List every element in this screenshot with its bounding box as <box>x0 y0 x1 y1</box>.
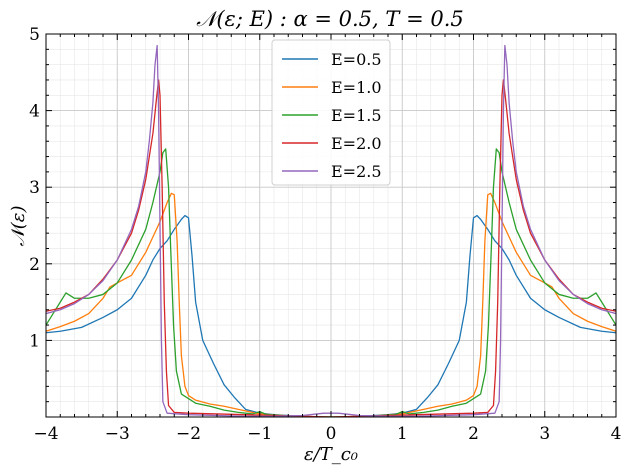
y-tick-labels: 1 2 3 4 5 <box>29 25 40 351</box>
x-tick-label: −3 <box>105 424 130 444</box>
x-tick-labels: −4 −3 −2 −1 0 1 2 3 4 <box>33 424 621 444</box>
x-tick-label: 4 <box>611 424 622 444</box>
legend-label: E=1.0 <box>331 78 382 97</box>
x-tick-label: 0 <box>326 424 337 444</box>
x-tick-label: −1 <box>247 424 272 444</box>
x-axis-label: ε/T_c₀ <box>304 444 358 465</box>
y-tick-label: 2 <box>29 255 40 275</box>
x-tick-label: 1 <box>397 424 408 444</box>
y-tick-label: 1 <box>29 331 40 351</box>
legend: E=0.5 E=1.0 E=1.5 E=2.0 E=2.5 <box>271 39 391 186</box>
y-tick-label: 4 <box>29 102 40 122</box>
y-axis-label: 𝒩(ε) <box>8 206 29 247</box>
chart-title: 𝒩(ε; E) : α = 0.5, T = 0.5 <box>196 7 464 31</box>
legend-label: E=2.5 <box>331 162 382 181</box>
series-line-e-1-5 <box>46 148 616 417</box>
axis-ticks <box>45 33 617 417</box>
y-tick-label: 5 <box>29 25 40 45</box>
x-tick-label: −4 <box>33 424 58 444</box>
series-line-e-2-0 <box>46 79 616 417</box>
x-tick-label: −2 <box>176 424 201 444</box>
legend-label: E=1.5 <box>331 106 382 125</box>
legend-label: E=2.0 <box>331 134 382 153</box>
legend-box <box>271 39 391 186</box>
legend-label: E=0.5 <box>331 50 382 69</box>
x-tick-label: 2 <box>468 424 479 444</box>
series-line-e-1-0 <box>46 192 616 417</box>
x-tick-label: 3 <box>539 424 550 444</box>
y-tick-label: 3 <box>29 178 40 198</box>
series-line-e-0-5 <box>46 214 616 417</box>
